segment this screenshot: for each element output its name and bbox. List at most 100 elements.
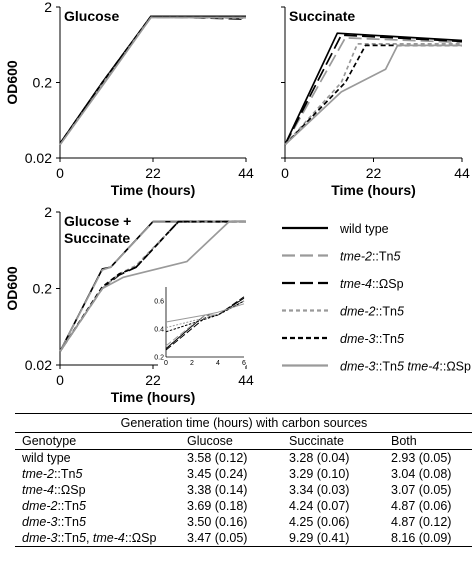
genotype-part: 5: [78, 499, 86, 513]
legend-label-part: dme-3: [340, 332, 375, 346]
table-title: Generation time (hours) with carbon sour…: [15, 413, 472, 433]
legend-label-part: ::Tn: [375, 305, 397, 319]
inset-y-tick-label: 0.4: [154, 327, 164, 334]
legend-label-part: ::Tn: [375, 332, 397, 346]
legend-label-part: tme-4: [407, 360, 439, 374]
series-line-wt: [59, 15, 246, 145]
legend-label-part: wild type: [339, 222, 389, 236]
inset-x-tick-label: 2: [190, 360, 194, 367]
table-row: tme-4::ΩSp 3.38 (0.14) 3.34 (0.03) 3.07 (0.…: [15, 482, 472, 498]
x-axis-label: Time (hours): [111, 182, 196, 198]
both-cell: 8.16 (0.09): [384, 530, 472, 547]
series-line-dme2: [284, 43, 462, 146]
panel-label: Succinate: [289, 8, 355, 24]
legend-label-tme2: tme-2::Tn5: [340, 250, 401, 264]
table-row: tme-2::Tn5 3.45 (0.24) 3.29 (0.10) 3.04 (0.…: [15, 466, 472, 482]
legend-label-tme4: tme-4::ΩSp: [340, 277, 404, 291]
genotype-part: ::Tn: [53, 467, 76, 481]
x-tick-label: 0: [56, 165, 64, 181]
genotype-part: ::Tn: [57, 515, 79, 529]
series-line-dme3: [284, 44, 462, 146]
series-line-dbl: [59, 220, 246, 352]
legend-label-part: 5: [397, 332, 404, 346]
legend-label-wt: wild type: [339, 222, 389, 236]
genotype-cell: tme-4::ΩSp: [15, 482, 180, 498]
panel-label: Glucose: [64, 8, 119, 24]
generation-time-table: Generation time (hours) with carbon sour…: [15, 413, 472, 547]
table-row: dme-2::Tn5 3.69 (0.18) 4.24 (0.07) 4.87 (0.…: [15, 498, 472, 514]
glucose-cell: 3.58 (0.12): [187, 451, 248, 465]
inset-y-tick-label: 0.2: [154, 355, 164, 362]
genotype-part: tme-4: [92, 531, 125, 545]
x-axis-label: Time (hours): [111, 389, 196, 405]
glucose-cell: 3.45 (0.24): [187, 467, 248, 481]
genotype-part: wild type: [22, 451, 71, 465]
x-tick-label: 22: [145, 372, 161, 388]
succinate-cell: 3.28 (0.04): [289, 451, 350, 465]
both-cell: 3.04 (0.08): [391, 467, 452, 481]
x-tick-label: 44: [238, 372, 254, 388]
series-line-dbl: [284, 44, 462, 146]
x-tick-label: 22: [145, 165, 161, 181]
genotype-part: tme-2: [22, 467, 54, 481]
genotype-part: 5: [75, 467, 83, 481]
table-row: dme-3::Tn5, tme-4::ΩSp 3.47 (0.05) 9.29 (0…: [15, 530, 472, 547]
genotype-part: ,: [85, 531, 93, 545]
x-tick-label: 0: [281, 165, 289, 181]
y-tick-label: 2: [44, 0, 52, 15]
col-header-succinate: Succinate: [282, 433, 384, 450]
panel-label: Succinate: [64, 230, 130, 246]
series-line-tme2: [59, 16, 246, 146]
legend-label-part: dme-2: [340, 305, 375, 319]
genotype-part: ::Tn: [57, 499, 79, 513]
genotype-cell: dme-2::Tn5: [15, 498, 180, 514]
x-tick-label: 0: [56, 372, 64, 388]
succinate-cell: 3.29 (0.10): [289, 467, 350, 481]
y-tick-label: 0.2: [33, 281, 53, 297]
series-line-dbl: [59, 16, 246, 146]
legend-label-part: ::ΩSp: [439, 360, 471, 374]
col-header-genotype: Genotype: [15, 433, 180, 450]
legend-label-dme2: dme-2::Tn5: [340, 305, 404, 319]
y-tick-label: 2: [44, 204, 52, 220]
succinate-cell: 4.25 (0.06): [289, 515, 350, 529]
series-line-dme2: [59, 16, 247, 146]
inset-x-tick-label: 4: [216, 360, 220, 367]
legend-label-part: tme-2: [340, 250, 372, 264]
series-line-tme4: [59, 15, 247, 145]
genotype-part: ::ΩSp: [124, 531, 157, 545]
panel-label: Glucose +: [64, 213, 131, 229]
legend-label-part: dme-3: [340, 360, 375, 374]
inset-series-dbl: [165, 303, 245, 323]
inset-background: [158, 284, 246, 366]
y-axis-label: OD600: [4, 266, 20, 311]
glucose-cell: 3.47 (0.05): [180, 530, 282, 547]
genotype-part: tme-4: [22, 483, 54, 497]
panel-2: 0 22 44 Time (hours) Succinate: [281, 6, 470, 198]
series-line-tme4: [284, 34, 463, 146]
genotype-part: dme-3: [22, 515, 58, 529]
y-axis-label: OD600: [4, 60, 20, 105]
genotype-part: ::Tn: [57, 531, 79, 545]
genotype-part: dme-2: [22, 499, 58, 513]
both-cell: 4.87 (0.06): [391, 499, 452, 513]
legend: wild typetme-2::Tn5tme-4::ΩSpdme-2::Tn5d…: [282, 222, 471, 374]
succinate-cell: 4.24 (0.07): [289, 499, 350, 513]
table-row: wild type 3.58 (0.12) 3.28 (0.04) 2.93 (0.0…: [15, 450, 472, 467]
glucose-cell: 3.50 (0.16): [187, 515, 248, 529]
inset-x-tick-label: 6: [242, 360, 246, 367]
glucose-cell: 3.69 (0.18): [187, 499, 248, 513]
panel-1: 0.02 0.2 2 0 22 44 Time (hours) OD600 Glucose: [4, 0, 254, 198]
col-header-both: Both: [384, 433, 472, 450]
legend-label-part: ::ΩSp: [372, 277, 404, 291]
legend-label-part: 5: [397, 305, 404, 319]
series-line-wt: [284, 32, 463, 146]
y-tick-label: 0.02: [25, 150, 52, 166]
table-header-row: Genotype Glucose Succinate Both: [15, 433, 472, 450]
both-cell: 4.87 (0.12): [391, 515, 452, 529]
x-tick-label: 22: [366, 165, 382, 181]
y-tick-label: 0.2: [33, 75, 53, 91]
x-tick-label: 44: [238, 165, 254, 181]
legend-label-part: ::Tn: [375, 360, 397, 374]
